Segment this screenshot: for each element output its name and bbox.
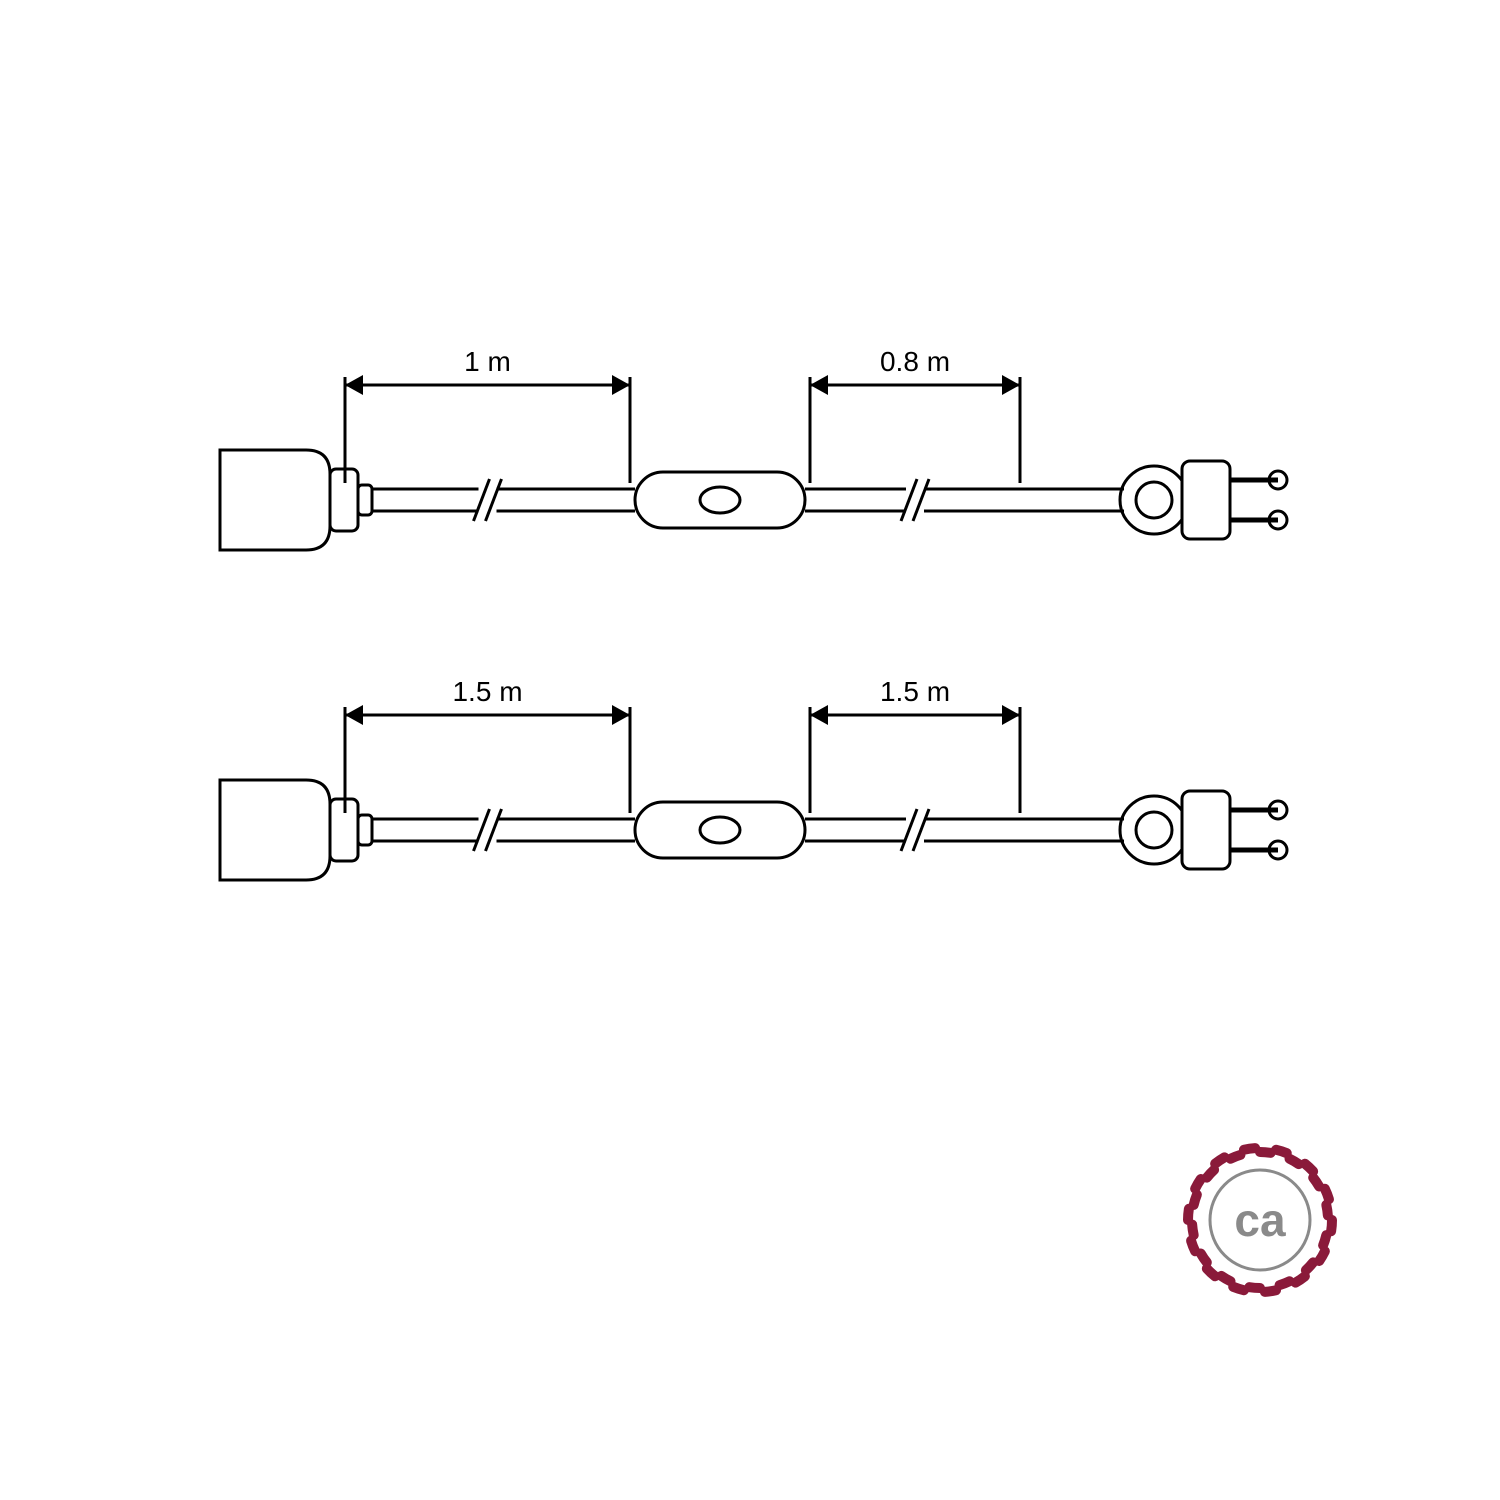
brand-logo-rope xyxy=(1260,1152,1271,1153)
lamp-socket-nub xyxy=(358,815,372,845)
brand-logo-rope xyxy=(1194,1195,1197,1205)
brand-logo-rope xyxy=(1323,1235,1326,1245)
lamp-socket-body xyxy=(220,780,330,880)
dimension-label: 1 m xyxy=(464,346,511,377)
brand-logo-rope xyxy=(1319,1251,1325,1261)
brand-logo-rope xyxy=(1325,1189,1329,1200)
plug-ring-outer xyxy=(1120,796,1188,864)
brand-logo-rope xyxy=(1326,1205,1328,1216)
variant-1_8m: 1 m 0.8 m xyxy=(220,346,1287,550)
brand-logo-rope xyxy=(1230,1155,1240,1159)
brand-logo-rope xyxy=(1207,1269,1215,1277)
brand-logo-rope xyxy=(1195,1179,1201,1189)
dimension-arrowhead xyxy=(612,375,630,395)
inline-switch-body xyxy=(635,802,805,858)
brand-logo: ca xyxy=(1188,1148,1332,1292)
brand-logo-rope xyxy=(1207,1170,1214,1178)
dimension-arrowhead xyxy=(1002,705,1020,725)
plug-body xyxy=(1182,461,1230,539)
brand-logo-rope xyxy=(1244,1148,1255,1150)
brand-logo-rope xyxy=(1313,1178,1319,1187)
brand-logo-rope xyxy=(1233,1287,1244,1290)
brand-logo-rope xyxy=(1215,1157,1224,1163)
brand-logo-rope xyxy=(1306,1262,1313,1270)
dimension-label: 1.5 m xyxy=(880,676,950,707)
brand-logo-rope xyxy=(1221,1276,1230,1281)
lamp-socket-nub xyxy=(358,485,372,515)
brand-logo-text: ca xyxy=(1234,1194,1286,1246)
brand-logo-rope xyxy=(1191,1241,1195,1252)
lamp-socket-body xyxy=(220,450,330,550)
brand-logo-rope xyxy=(1280,1281,1290,1285)
dimension-arrowhead xyxy=(810,375,828,395)
variant-3m: 1.5 m 1.5 m xyxy=(220,676,1287,880)
brand-logo-rope xyxy=(1265,1290,1276,1292)
brand-logo-rope xyxy=(1331,1220,1332,1231)
brand-logo-rope xyxy=(1290,1159,1299,1164)
diagram-canvas: 1 m 0.8 m 1.5 m 1.5 m ca xyxy=(0,0,1500,1500)
dimension-arrowhead xyxy=(345,705,363,725)
dimension-label: 0.8 m xyxy=(880,346,950,377)
brand-logo-rope xyxy=(1188,1209,1189,1220)
dimension-arrowhead xyxy=(345,375,363,395)
inline-switch-body xyxy=(635,472,805,528)
brand-logo-rope xyxy=(1276,1150,1287,1153)
brand-logo-rope xyxy=(1192,1225,1194,1236)
dimension-arrowhead xyxy=(1002,375,1020,395)
brand-logo-rope xyxy=(1201,1254,1207,1263)
plug-body xyxy=(1182,791,1230,869)
brand-logo-rope xyxy=(1305,1164,1313,1172)
dimension-label: 1.5 m xyxy=(452,676,522,707)
brand-logo-rope xyxy=(1249,1287,1260,1288)
dimension-arrowhead xyxy=(810,705,828,725)
brand-logo-rope xyxy=(1296,1276,1305,1282)
plug-ring-outer xyxy=(1120,466,1188,534)
dimension-arrowhead xyxy=(612,705,630,725)
